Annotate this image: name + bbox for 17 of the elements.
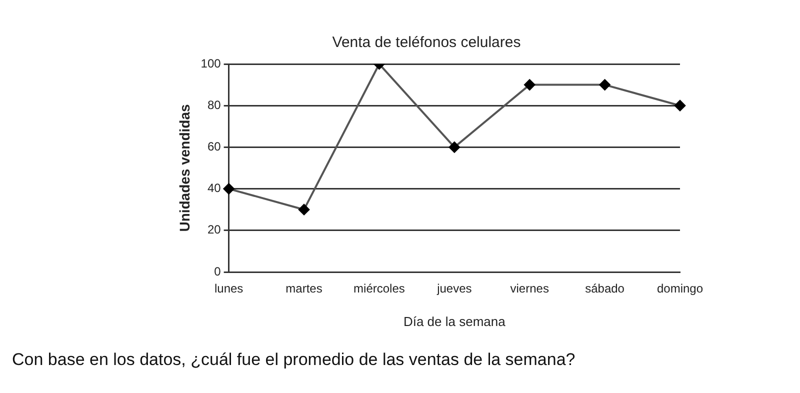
y-axis-title: Unidades vendidas bbox=[176, 104, 192, 232]
chart-title: Venta de teléfonos celulares bbox=[332, 34, 521, 52]
y-tick-label: 20 bbox=[207, 222, 222, 237]
text: Con base en los datos, ¿cuál fue el promedio de las ventas de la semana? bbox=[12, 350, 576, 370]
x-tick-label: miércoles bbox=[354, 282, 405, 296]
x-axis-title: Día de la semana bbox=[403, 314, 506, 329]
y-tick-label: 100 bbox=[200, 56, 222, 70]
x-tick-label: martes bbox=[286, 282, 322, 296]
x-tick-label: lunes bbox=[214, 282, 244, 296]
x-tick-label: domingo bbox=[656, 282, 704, 296]
x-tick-label: jueves bbox=[436, 282, 472, 296]
y-tick-label: 0 bbox=[214, 264, 222, 278]
y-tick-label: 40 bbox=[207, 181, 222, 196]
y-tick-label: 60 bbox=[207, 140, 222, 154]
x-tick-label: sábado bbox=[585, 282, 625, 296]
x-tick-label: viernes bbox=[510, 282, 549, 296]
y-tick-label: 80 bbox=[207, 98, 222, 112]
